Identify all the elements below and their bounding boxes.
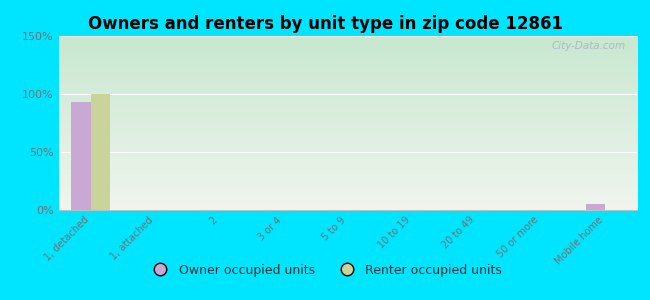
Legend: Owner occupied units, Renter occupied units: Owner occupied units, Renter occupied un… xyxy=(143,259,507,282)
Bar xyxy=(72,102,90,210)
Text: Owners and renters by unit type in zip code 12861: Owners and renters by unit type in zip c… xyxy=(88,15,562,33)
Bar xyxy=(90,94,110,210)
Bar xyxy=(586,204,605,210)
Text: City-Data.com: City-Data.com xyxy=(551,41,625,51)
